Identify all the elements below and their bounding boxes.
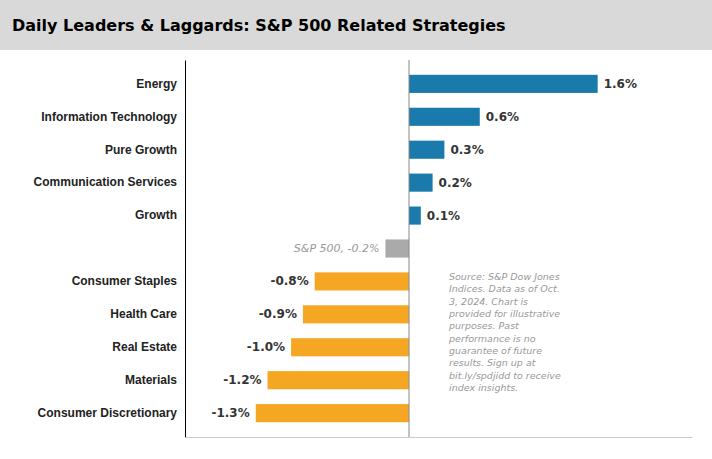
y-tick: Pure Growth bbox=[105, 143, 185, 157]
bar bbox=[409, 207, 421, 225]
bar bbox=[303, 305, 409, 323]
y-tick-label: Consumer Staples bbox=[72, 274, 178, 288]
annotation-line: Indices. Data as of Oct. bbox=[449, 283, 560, 294]
x-axis bbox=[186, 437, 693, 438]
y-tick-label: Growth bbox=[135, 208, 177, 222]
y-tick-label: Energy bbox=[136, 77, 177, 91]
title-bar bbox=[0, 0, 712, 50]
y-tick-label: Pure Growth bbox=[105, 143, 177, 157]
bars bbox=[256, 75, 598, 422]
data-label: 0.1% bbox=[427, 209, 460, 223]
annotation-line: provided for illustrative bbox=[448, 308, 560, 319]
annotation: Source: S&P Dow JonesIndices. Data as of… bbox=[448, 271, 561, 393]
annotation-line: 3, 2024. Chart is bbox=[449, 296, 528, 307]
y-axis: Energy Information Technology Pure Growth C… bbox=[34, 61, 186, 438]
y-tick-label: Health Care bbox=[110, 307, 177, 321]
data-label: -1.2% bbox=[223, 373, 261, 387]
y-tick: Communication Services bbox=[34, 175, 185, 189]
y-tick: Materials bbox=[125, 373, 185, 387]
annotation-line: Source: S&P Dow Jones bbox=[449, 271, 560, 282]
y-tick-label: Communication Services bbox=[34, 175, 178, 189]
y-tick: Growth bbox=[135, 208, 185, 222]
plot: Energy Information Technology Pure Growth C… bbox=[34, 60, 693, 438]
annotation-line: purposes. Past bbox=[448, 320, 520, 331]
bar bbox=[409, 75, 598, 93]
y-tick-label: Materials bbox=[125, 373, 177, 387]
data-label: 0.2% bbox=[439, 176, 472, 190]
bar bbox=[409, 108, 480, 126]
y-tick: Consumer Discretionary bbox=[38, 406, 185, 420]
y-tick: Information Technology bbox=[41, 110, 185, 124]
title: Daily Leaders & Laggards: S&P 500 Relate… bbox=[12, 16, 506, 35]
bar bbox=[291, 338, 409, 356]
annotation-line: bit.ly/spdjidd to receive bbox=[449, 370, 561, 381]
data-label: 0.3% bbox=[450, 143, 483, 157]
data-label: -1.0% bbox=[247, 340, 285, 354]
y-tick: Real Estate bbox=[112, 340, 185, 354]
data-label: S&P 500, -0.2% bbox=[294, 242, 380, 255]
y-tick: Consumer Staples bbox=[72, 274, 185, 288]
data-label: -1.3% bbox=[211, 406, 249, 420]
bar bbox=[385, 239, 409, 257]
annotation-line: index insights. bbox=[449, 382, 518, 393]
bar bbox=[268, 371, 409, 389]
bar bbox=[409, 174, 433, 192]
annotation-line: results. Sign up at bbox=[449, 357, 537, 368]
y-tick-label: Real Estate bbox=[112, 340, 177, 354]
annotation-line: guarantee of future bbox=[449, 345, 542, 356]
data-label: -0.8% bbox=[270, 274, 308, 288]
data-label: 0.6% bbox=[486, 110, 519, 124]
bar bbox=[409, 141, 444, 159]
y-tick: Energy bbox=[136, 77, 185, 91]
zero-line bbox=[409, 60, 410, 437]
data-label: -0.9% bbox=[259, 307, 297, 321]
y-axis-line bbox=[185, 61, 186, 438]
y-tick-label: Consumer Discretionary bbox=[38, 406, 178, 420]
data-label: 1.6% bbox=[604, 77, 637, 91]
x-axis-line bbox=[186, 437, 693, 438]
y-tick: Health Care bbox=[110, 307, 185, 321]
bar bbox=[256, 404, 409, 422]
chart: Daily Leaders & Laggards: S&P 500 Relate… bbox=[0, 0, 712, 459]
y-tick-label: Information Technology bbox=[41, 110, 177, 124]
bar bbox=[315, 272, 409, 290]
data-labels: 1.6% 0.6% 0.3% 0.2% 0.1% S&P 500, -0.2% -0.8% -… bbox=[211, 77, 636, 420]
annotation-line: performance is no bbox=[448, 333, 536, 344]
